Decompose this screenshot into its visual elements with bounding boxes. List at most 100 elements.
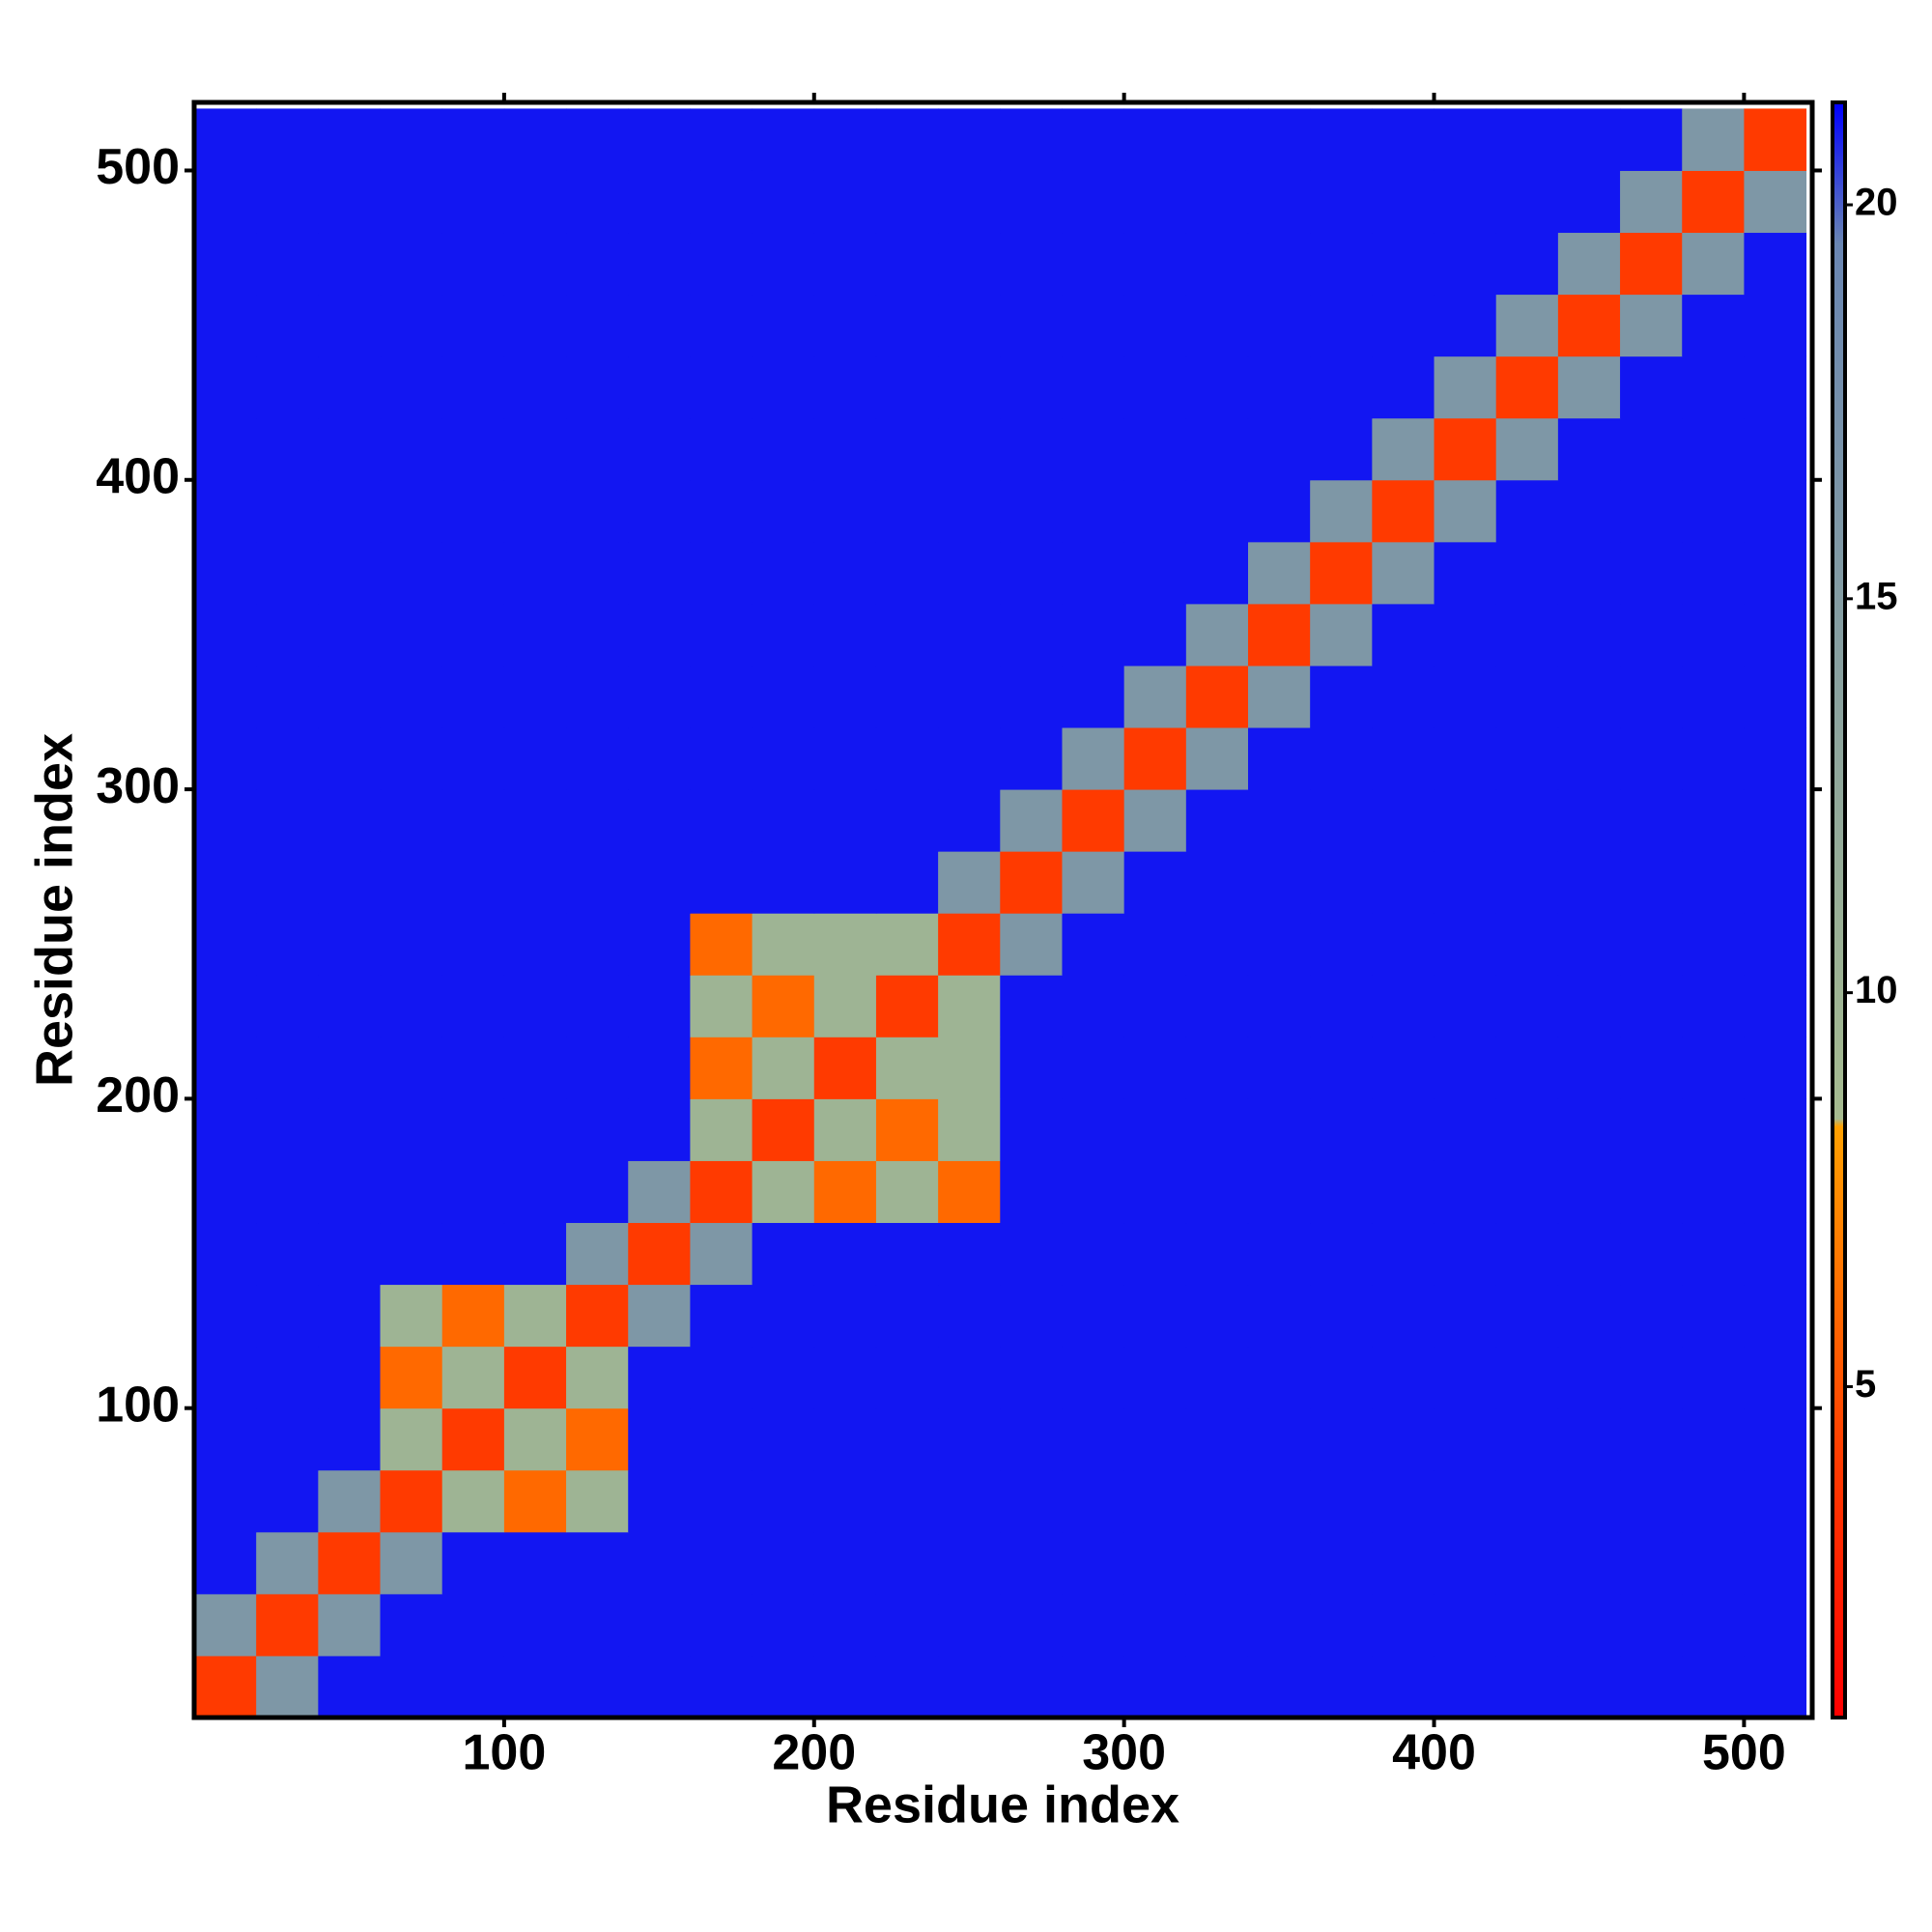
- heatmap-cell: [1744, 975, 1807, 1037]
- heatmap-cell: [1434, 1655, 1497, 1719]
- heatmap-cell: [1557, 1655, 1621, 1719]
- heatmap-cell: [1495, 1407, 1559, 1471]
- heatmap-cell: [1062, 913, 1125, 976]
- heatmap-cell: [441, 1284, 505, 1348]
- colorbar: [1831, 100, 1847, 1719]
- heatmap-cell: [256, 541, 319, 605]
- heatmap-cell: [194, 541, 257, 605]
- heatmap-cell: [503, 789, 567, 852]
- heatmap-cell: [380, 1407, 443, 1471]
- heatmap-cell: [938, 789, 1001, 852]
- heatmap-cell: [380, 170, 443, 234]
- heatmap-cell: [503, 1655, 567, 1719]
- heatmap-cell: [690, 170, 753, 234]
- heatmap-cell: [938, 294, 1001, 357]
- heatmap-cell: [1557, 727, 1621, 790]
- colorbar-tick-label: 10: [1855, 969, 1898, 1011]
- heatmap-cell: [1682, 1160, 1745, 1224]
- heatmap-cell: [1123, 417, 1187, 481]
- heatmap-cell: [380, 355, 443, 419]
- heatmap-cell: [690, 665, 753, 728]
- heatmap-cell: [503, 1531, 567, 1595]
- heatmap-cell: [441, 1098, 505, 1161]
- heatmap-cell: [566, 975, 629, 1037]
- heatmap-cell: [194, 665, 257, 728]
- heatmap-cell: [938, 108, 1001, 171]
- heatmap-cell: [628, 1531, 691, 1595]
- heatmap-cell: [1372, 1160, 1435, 1224]
- heatmap-cell: [503, 541, 567, 605]
- heatmap-cell: [1372, 232, 1435, 296]
- heatmap-cell: [318, 417, 382, 481]
- heatmap-cell: [566, 294, 629, 357]
- heatmap-cell: [380, 727, 443, 790]
- heatmap-cell: [1247, 1593, 1311, 1657]
- heatmap-cell: [875, 1469, 939, 1533]
- heatmap-cell: [1372, 541, 1435, 605]
- heatmap-cell: [566, 1284, 629, 1348]
- heatmap-cell: [1062, 1407, 1125, 1471]
- heatmap-cell: [752, 1098, 815, 1161]
- heatmap-cell: [1495, 355, 1559, 419]
- heatmap-cell: [1247, 727, 1311, 790]
- heatmap-cell: [875, 1593, 939, 1657]
- heatmap-cell: [813, 851, 877, 914]
- heatmap-cell: [1744, 1346, 1807, 1409]
- heatmap-cell: [752, 108, 815, 171]
- heatmap-cell: [1557, 789, 1621, 852]
- heatmap-cell: [1310, 1098, 1373, 1161]
- heatmap-cell: [380, 294, 443, 357]
- heatmap-cell: [441, 1655, 505, 1719]
- heatmap-cell: [1744, 479, 1807, 543]
- heatmap-cell: [566, 789, 629, 852]
- heatmap-cell: [1495, 294, 1559, 357]
- heatmap-cell: [194, 1655, 257, 1719]
- heatmap-cell: [813, 603, 877, 667]
- heatmap-cell: [1372, 170, 1435, 234]
- heatmap-cell: [1062, 1593, 1125, 1657]
- heatmap-cell: [1185, 232, 1249, 296]
- heatmap-cell: [813, 1098, 877, 1161]
- heatmap-cell: [1310, 232, 1373, 296]
- heatmap-cell: [503, 1469, 567, 1533]
- heatmap-cell: [441, 1593, 505, 1657]
- heatmap-cell: [1062, 851, 1125, 914]
- heatmap-cell: [752, 294, 815, 357]
- heatmap-cell: [690, 108, 753, 171]
- heatmap-cell: [1682, 665, 1745, 728]
- heatmap-cell: [1000, 541, 1063, 605]
- heatmap-cell: [1062, 232, 1125, 296]
- heatmap-cell: [628, 1037, 691, 1099]
- heatmap-cell: [1000, 1655, 1063, 1719]
- heatmap-cell: [1620, 665, 1683, 728]
- colorbar-tick-label: 15: [1855, 575, 1898, 617]
- heatmap-cell: [1247, 294, 1311, 357]
- heatmap-cell: [813, 665, 877, 728]
- heatmap-cell: [380, 1469, 443, 1533]
- heatmap-cell: [1123, 541, 1187, 605]
- heatmap-cell: [875, 108, 939, 171]
- heatmap-cell: [690, 1593, 753, 1657]
- heatmap-cell: [1185, 913, 1249, 976]
- heatmap-cell: [318, 294, 382, 357]
- heatmap-cell: [628, 479, 691, 543]
- heatmap-cell: [752, 851, 815, 914]
- heatmap-cell: [690, 1531, 753, 1595]
- heatmap-cell: [1185, 417, 1249, 481]
- heatmap-cell: [938, 1407, 1001, 1471]
- colorbar-tick-label: 20: [1855, 182, 1898, 224]
- heatmap-cell: [1185, 975, 1249, 1037]
- heatmap-cell: [1185, 294, 1249, 357]
- heatmap-cell: [875, 1222, 939, 1286]
- heatmap-cell: [256, 1098, 319, 1161]
- heatmap-cell: [875, 975, 939, 1037]
- heatmap-cell: [1620, 1346, 1683, 1409]
- heatmap-cell: [1247, 1531, 1311, 1595]
- heatmap-cell: [1557, 355, 1621, 419]
- heatmap-cell: [1620, 913, 1683, 976]
- heatmap-cell: [1000, 108, 1063, 171]
- heatmap-cell: [1123, 665, 1187, 728]
- heatmap-cell: [1434, 541, 1497, 605]
- heatmap-cell: [1434, 1098, 1497, 1161]
- heatmap-cell: [318, 479, 382, 543]
